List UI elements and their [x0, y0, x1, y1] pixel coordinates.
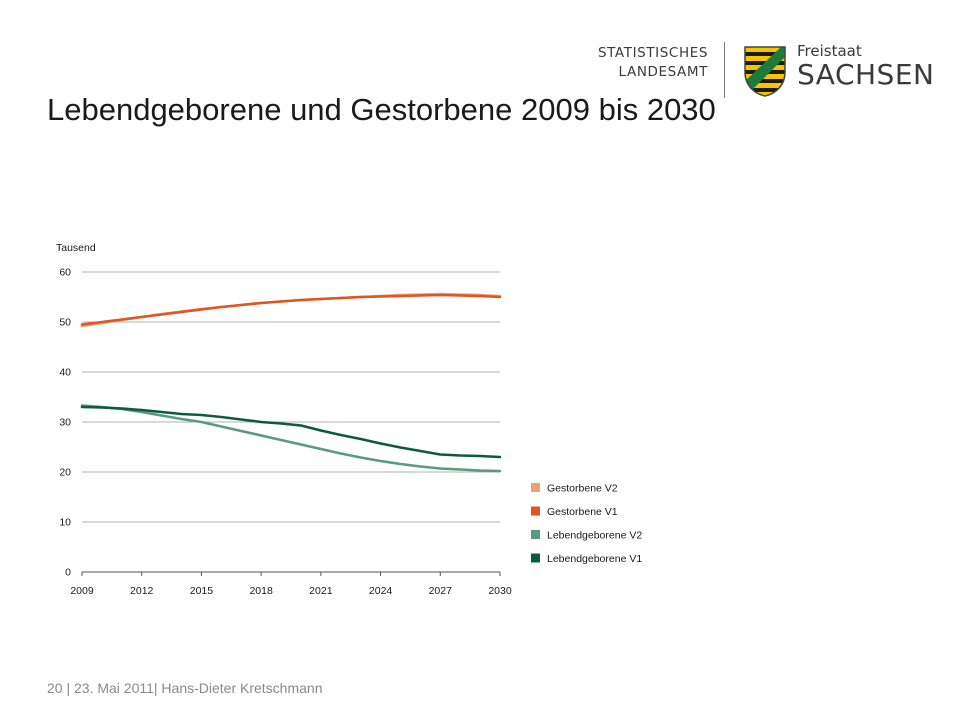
x-tick-label: 2024 [369, 585, 393, 597]
legend-swatch [531, 483, 540, 492]
y-tick-label: 30 [59, 417, 71, 429]
legend-label: Lebendgeborene V1 [547, 553, 642, 565]
y-tick-label: 60 [59, 267, 71, 279]
series-line-lebendgeborene-v2 [80, 404, 502, 473]
chart-grid [82, 271, 500, 573]
page-title: Lebendgeborene und Gestorbene 2009 bis 2… [47, 92, 716, 127]
state-line2: SACHSEN [797, 58, 935, 91]
footer-page-number: 20 [47, 680, 63, 696]
logo-divider [724, 42, 725, 98]
legend-label: Gestorbene V1 [547, 506, 618, 518]
y-tick-label: 0 [65, 567, 71, 579]
y-tick-label: 10 [59, 517, 71, 529]
state-line1: Freistaat [797, 42, 862, 60]
statistical-office-line1: STATISTISCHES [597, 45, 708, 61]
x-tick-label: 2012 [130, 585, 154, 597]
state-logo: Freistaat SACHSEN [797, 42, 934, 90]
statistical-office-line2: LANDESAMT [618, 64, 708, 80]
x-tick-label: 2009 [70, 585, 94, 597]
x-tick-label: 2030 [488, 585, 512, 597]
footer-separator: | [62, 680, 74, 696]
y-tick-label: 20 [59, 467, 71, 479]
legend-swatch [531, 506, 540, 516]
series-line-gestorbene-v1 [80, 293, 502, 326]
chart-series [80, 292, 502, 473]
series-line-gestorbene-v2 [80, 292, 502, 328]
y-tick-label: 40 [59, 367, 71, 379]
legend-label: Gestorbene V2 [547, 483, 618, 495]
legend-label: Lebendgeborene V2 [547, 530, 642, 542]
x-tick-label: 2027 [429, 585, 453, 597]
series-line-lebendgeborene-v1 [80, 405, 502, 459]
footer: 20 | 23. Mai 2011| Hans-Dieter Kretschma… [47, 680, 323, 696]
legend-swatch [531, 553, 540, 563]
statistical-office-logo: STATISTISCHES LANDESAMT [560, 44, 708, 82]
y-axis-label: Tausend [56, 242, 96, 254]
x-tick-label: 2021 [309, 585, 333, 597]
y-tick-label: 50 [59, 317, 71, 329]
legend-swatch [531, 530, 540, 539]
chart-legend: Gestorbene V2 Gestorbene V1 Lebendgeborene… [531, 483, 642, 565]
footer-date-author: 23. Mai 2011| Hans-Dieter Kretschmann [74, 680, 323, 696]
x-tick-label: 2018 [249, 585, 273, 597]
coat-of-arms-icon [744, 46, 786, 97]
x-tick-label: 2015 [190, 585, 214, 597]
